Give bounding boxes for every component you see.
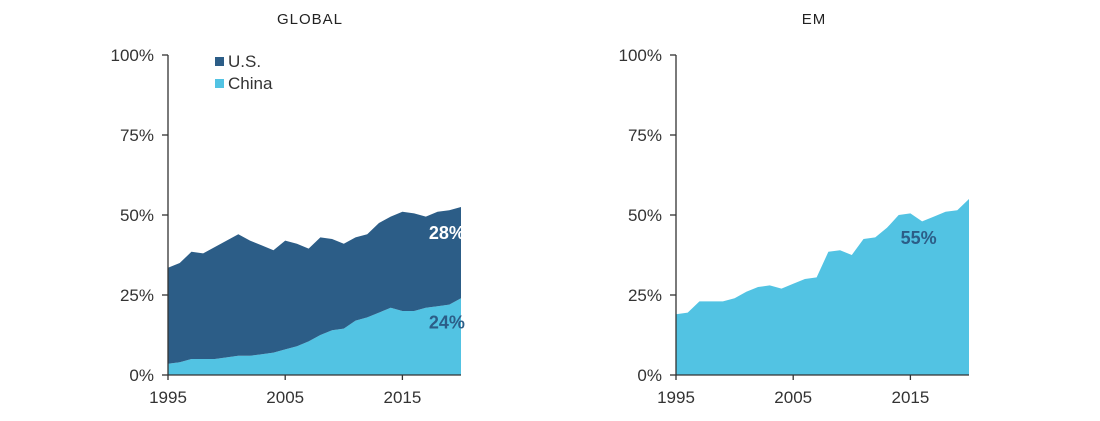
x-tick-label: 2015 bbox=[891, 388, 929, 407]
x-tick-label: 1995 bbox=[149, 388, 187, 407]
legend-label: China bbox=[228, 74, 273, 93]
y-tick-label: 25% bbox=[120, 286, 154, 305]
area-series-china bbox=[676, 199, 969, 375]
chart-title: EM bbox=[802, 11, 827, 28]
chart-panel-em: EM 0% 25% 50% 75% 100% 1995 2005 2015 55% bbox=[619, 11, 969, 407]
y-tick-label: 100% bbox=[111, 46, 154, 65]
y-tick-label: 0% bbox=[637, 366, 662, 385]
y-tick-label: 75% bbox=[120, 126, 154, 145]
legend: U.S. China bbox=[215, 52, 273, 93]
x-tick-label: 2005 bbox=[266, 388, 304, 407]
y-tick-label: 50% bbox=[120, 206, 154, 225]
y-tick-label: 25% bbox=[628, 286, 662, 305]
data-label: 24% bbox=[429, 313, 465, 333]
x-tick-label: 1995 bbox=[657, 388, 695, 407]
y-tick-label: 0% bbox=[129, 366, 154, 385]
chart-panel-global: GLOBAL 0% 25% 50% 75% 100% 1995 2005 2015 U.S. Chi… bbox=[111, 11, 465, 407]
y-tick-label: 50% bbox=[628, 206, 662, 225]
legend-swatch-u-s bbox=[215, 57, 224, 66]
y-tick-label: 100% bbox=[619, 46, 662, 65]
y-tick-label: 75% bbox=[628, 126, 662, 145]
legend-label: U.S. bbox=[228, 52, 261, 71]
chart-title: GLOBAL bbox=[277, 11, 343, 28]
data-label: 28% bbox=[429, 223, 465, 243]
legend-swatch-china bbox=[215, 79, 224, 88]
x-tick-label: 2015 bbox=[383, 388, 421, 407]
x-tick-label: 2005 bbox=[774, 388, 812, 407]
data-label: 55% bbox=[901, 228, 937, 248]
area-series-u-s bbox=[168, 207, 461, 364]
